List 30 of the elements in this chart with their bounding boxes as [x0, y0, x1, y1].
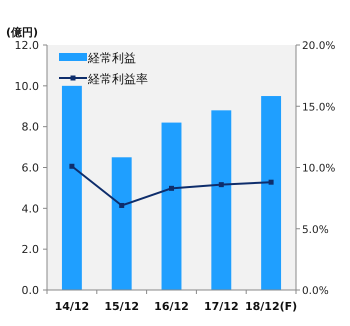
bar: [261, 96, 282, 290]
bar: [211, 110, 232, 290]
point: [268, 180, 274, 185]
y2-tick-label: 15.0%: [302, 101, 336, 114]
y-tick-label: 2.0: [22, 243, 39, 256]
y2-tick-label: 20.0%: [302, 40, 336, 52]
point: [218, 182, 224, 188]
x-tick-label: 15/12: [104, 300, 140, 313]
y-tick-label: 12.0: [14, 39, 39, 52]
y-tick-label: 10.0: [14, 80, 39, 93]
y2-tick-label: 0.0%: [302, 285, 329, 297]
y2-tick-label: 10.0%: [302, 162, 336, 174]
bar: [162, 122, 182, 290]
point: [119, 202, 124, 208]
bar: [62, 86, 82, 290]
y-axis-title: (億円): [6, 26, 38, 39]
y2-tick-label: 5.0%: [302, 224, 329, 236]
y-tick-label: 4.0: [22, 202, 39, 216]
x-tick-label: 14/12: [54, 300, 90, 313]
y-tick-label: 6.0: [22, 162, 39, 174]
legend-label: 経常利益率: [87, 72, 148, 86]
legend-label: 経常利益: [87, 51, 136, 65]
point: [69, 164, 74, 169]
bar: [112, 157, 132, 290]
point: [169, 186, 174, 191]
x-tick-label: 16/12: [154, 300, 189, 313]
y-tick-label: 8.0: [22, 120, 39, 134]
y-tick-label: 0.0: [22, 284, 39, 297]
x-tick-label: 17/12: [204, 300, 239, 313]
x-tick-label: 18/12(F): [245, 300, 298, 313]
